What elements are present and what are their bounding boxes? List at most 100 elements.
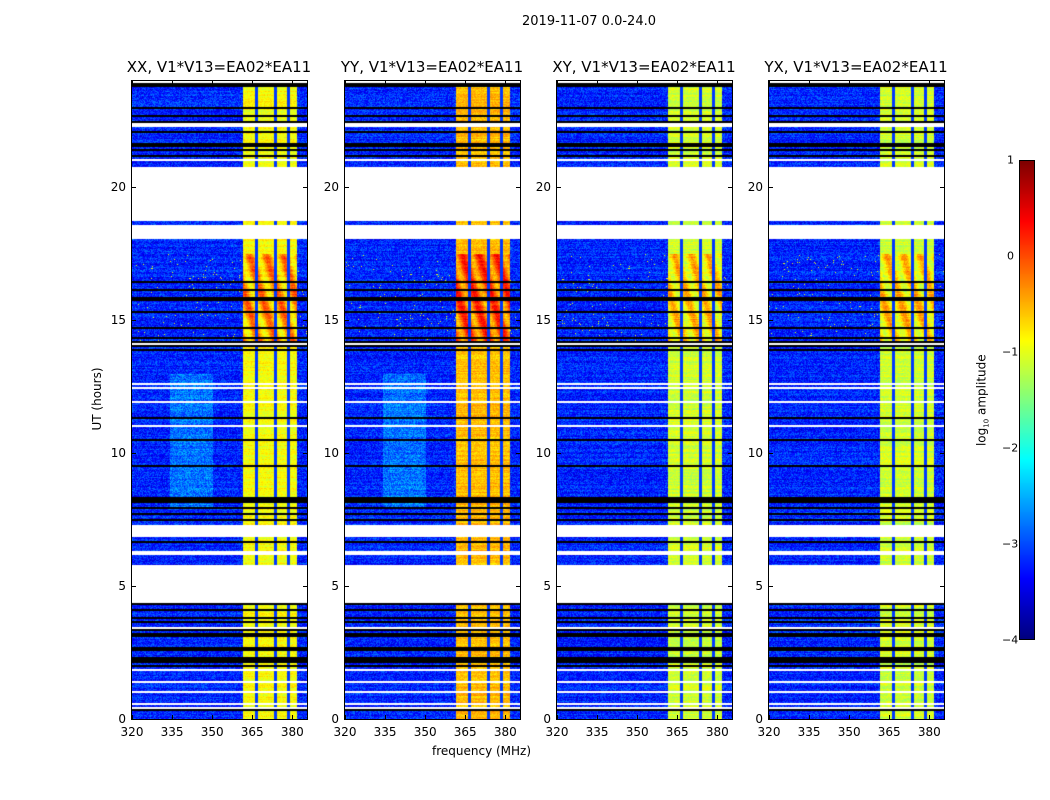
x-tick-mark	[505, 715, 507, 719]
y-tick-mark	[940, 586, 944, 588]
y-tick-mark	[132, 187, 136, 189]
y-tick-mark	[132, 320, 136, 322]
colorbar-gradient	[1020, 161, 1034, 639]
x-tick-mark	[425, 81, 427, 85]
x-tick-mark	[849, 81, 851, 85]
x-tick-label: 335	[373, 725, 397, 739]
x-tick-mark	[292, 715, 294, 719]
x-tick-mark	[597, 81, 599, 85]
x-tick-mark	[505, 81, 507, 85]
x-tick-mark	[212, 715, 214, 719]
x-tick-label: 320	[120, 725, 144, 739]
panel-title: XX, V1*V13=EA02*EA11	[126, 58, 312, 76]
y-tick-label: 0	[118, 712, 126, 726]
colorbar	[1019, 160, 1035, 640]
y-tick-label: 15	[747, 313, 763, 328]
panel-title: YY, V1*V13=EA02*EA11	[340, 58, 524, 76]
x-tick-mark	[465, 81, 467, 85]
heatmap-cells	[557, 81, 732, 719]
x-tick-mark	[809, 715, 811, 719]
x-tick-mark	[557, 715, 558, 719]
x-tick-mark	[132, 715, 133, 719]
y-tick-mark	[557, 453, 561, 455]
y-tick-mark	[516, 453, 520, 455]
y-tick-label: 10	[323, 446, 339, 461]
colorbar-tick-label: −3	[1002, 537, 1019, 551]
y-tick-mark	[940, 719, 944, 720]
y-tick-mark	[769, 453, 773, 455]
y-tick-mark	[940, 453, 944, 455]
x-tick-mark	[637, 715, 639, 719]
y-tick-mark	[728, 187, 732, 189]
y-tick-label: 5	[755, 579, 763, 594]
x-tick-mark	[425, 715, 427, 719]
y-tick-label: 10	[110, 446, 126, 461]
y-tick-mark	[303, 187, 307, 189]
y-tick-label: 5	[118, 579, 126, 594]
y-tick-mark	[557, 320, 561, 322]
y-tick-mark	[303, 320, 307, 322]
y-tick-mark	[557, 719, 561, 720]
figure-suptitle: 2019-11-07 0.0-24.0	[522, 14, 656, 29]
x-tick-mark	[292, 81, 294, 85]
x-tick-label: 335	[797, 725, 821, 739]
panel-title: YX, V1*V13=EA02*EA11	[764, 58, 948, 76]
y-tick-label: 5	[543, 579, 551, 594]
colorbar-label: log10 amplitude	[974, 343, 990, 458]
x-tick-label: 350	[837, 725, 861, 739]
x-tick-label: 380	[705, 725, 729, 739]
y-tick-mark	[728, 586, 732, 588]
y-tick-mark	[345, 320, 349, 322]
x-tick-label: 380	[917, 725, 941, 739]
y-tick-mark	[345, 453, 349, 455]
y-tick-mark	[303, 453, 307, 455]
colorbar-tick-label: −2	[1002, 441, 1019, 455]
x-tick-mark	[889, 81, 891, 85]
x-tick-mark	[465, 715, 467, 719]
y-tick-mark	[940, 320, 944, 322]
colorbar-tick-label: 0	[1007, 249, 1014, 263]
colorbar-tick-label: −1	[1002, 345, 1019, 359]
y-tick-label: 20	[323, 180, 339, 195]
x-tick-mark	[557, 81, 558, 85]
y-tick-label: 5	[331, 579, 339, 594]
x-tick-mark	[597, 715, 599, 719]
y-tick-label: 20	[535, 180, 551, 195]
y-tick-mark	[303, 586, 307, 588]
x-tick-label: 365	[665, 725, 689, 739]
y-tick-mark	[345, 187, 349, 189]
x-tick-label: 365	[453, 725, 477, 739]
x-tick-mark	[849, 715, 851, 719]
x-axis-label: frequency (MHz)	[432, 744, 532, 758]
y-tick-mark	[132, 586, 136, 588]
heatmap-cells	[345, 81, 520, 719]
y-tick-label: 20	[747, 180, 763, 195]
x-tick-mark	[929, 81, 931, 85]
panel-title: XY, V1*V13=EA02*EA11	[552, 58, 736, 76]
y-tick-mark	[557, 586, 561, 588]
x-tick-label: 380	[280, 725, 304, 739]
y-tick-mark	[516, 586, 520, 588]
y-tick-mark	[345, 586, 349, 588]
x-tick-mark	[769, 81, 770, 85]
y-tick-label: 15	[323, 313, 339, 328]
x-tick-mark	[677, 715, 679, 719]
x-tick-mark	[809, 81, 811, 85]
y-tick-label: 15	[535, 313, 551, 328]
y-tick-mark	[728, 453, 732, 455]
x-tick-label: 350	[200, 725, 224, 739]
y-tick-mark	[303, 719, 307, 720]
x-tick-label: 335	[585, 725, 609, 739]
y-tick-label: 20	[110, 180, 126, 195]
x-tick-mark	[172, 81, 174, 85]
x-tick-mark	[677, 81, 679, 85]
x-tick-mark	[132, 81, 133, 85]
x-tick-mark	[252, 81, 254, 85]
heatmap-cells	[769, 81, 944, 719]
x-tick-label: 365	[877, 725, 901, 739]
x-tick-mark	[929, 715, 931, 719]
y-tick-mark	[769, 719, 773, 720]
colorbar-label-rest: amplitude	[974, 354, 989, 419]
x-tick-mark	[385, 81, 387, 85]
